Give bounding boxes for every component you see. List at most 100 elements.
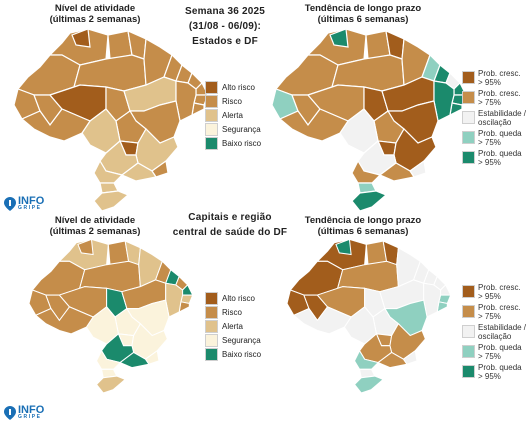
legend-item: Segurança xyxy=(205,122,261,136)
title-line: (últimas 6 semanas) xyxy=(317,226,409,237)
logo-sub: GRIPE xyxy=(18,414,42,420)
logo-sub: GRIPE xyxy=(18,205,42,211)
legend-item: Risco xyxy=(205,305,261,319)
legend-label: Baixo risco xyxy=(222,138,262,148)
legend-label: Prob. cresc. > 75% xyxy=(478,303,521,321)
legend-item: Prob. cresc. > 95% xyxy=(462,69,526,90)
top-activity-map xyxy=(13,28,209,212)
title-line: Tendência de longo prazo xyxy=(304,3,422,14)
bottom-activity-map xyxy=(28,238,194,394)
legend-swatch xyxy=(205,94,218,108)
legend-label: Prob. queda > 75% xyxy=(478,129,522,147)
legend-swatch xyxy=(205,347,218,361)
title-line: (últimas 2 semanas) xyxy=(49,14,141,25)
legend-line: > 95% xyxy=(478,371,501,381)
legend-label: Estabilidade / oscilação xyxy=(478,323,526,341)
legend-label: Segurança xyxy=(222,335,261,345)
legend-item: Alerta xyxy=(205,319,261,333)
legend-line: Prob. cresc. xyxy=(478,303,521,312)
title-line: (últimas 2 semanas) xyxy=(49,226,141,237)
location-pin-icon xyxy=(4,405,16,420)
legend-line: Prob. cresc. xyxy=(478,69,521,78)
legend-swatch xyxy=(462,111,475,124)
legend-item: Prob. cresc. > 75% xyxy=(462,303,526,324)
logo-text: INFO GRIPE xyxy=(18,196,44,211)
logo-name: INFO xyxy=(18,195,45,207)
legend-swatch xyxy=(462,285,475,298)
legend-swatch xyxy=(205,333,218,347)
legend-label: Prob. queda > 95% xyxy=(478,149,522,167)
legend-swatch xyxy=(462,71,475,84)
legend-swatch xyxy=(205,108,218,122)
title-line: Estados e DF xyxy=(192,36,258,47)
logo-text: INFO GRIPE xyxy=(18,405,44,420)
legend-line: Prob. queda xyxy=(478,149,522,158)
legend-item: Prob. cresc. > 95% xyxy=(462,283,526,304)
legend-line: Estabilidade / xyxy=(478,109,527,118)
legend-swatch xyxy=(462,345,475,358)
legend-item: Prob. queda > 75% xyxy=(462,343,526,364)
bottom-trend-title: Tendência de longo prazo (últimas 6 sema… xyxy=(298,215,428,237)
legend-line: Prob. cresc. xyxy=(478,89,521,98)
top-center-title: Semana 36 2025 (31/08 - 06/09): Estados … xyxy=(170,4,280,49)
legend-label: Alerta xyxy=(222,110,243,120)
legend-label: Baixo risco xyxy=(222,349,262,359)
legend-line: > 75% xyxy=(478,97,501,107)
legend-item: Prob. queda > 75% xyxy=(462,129,526,150)
legend-label: Prob. queda > 75% xyxy=(478,343,522,361)
bottom-trend-legend: Prob. cresc. > 95% Prob. cresc. > 75% Esta… xyxy=(462,283,526,384)
legend-swatch xyxy=(205,291,218,305)
legend-swatch xyxy=(205,122,218,136)
top-activity-legend: Alto risco Risco Alerta Segurança Baixo … xyxy=(205,80,261,150)
title-line: Capitais e região xyxy=(188,212,272,223)
legend-item: Prob. cresc. > 75% xyxy=(462,89,526,110)
legend-swatch xyxy=(462,365,475,378)
title-line: Nível de atividade xyxy=(54,215,136,226)
title-line: (últimas 6 semanas) xyxy=(317,14,409,25)
legend-swatch xyxy=(205,136,218,150)
legend-line: > 75% xyxy=(478,311,501,321)
infogripe-logo: INFO GRIPE xyxy=(4,196,44,211)
legend-swatch xyxy=(205,80,218,94)
legend-line: Prob. queda xyxy=(478,129,522,138)
legend-label: Prob. queda > 95% xyxy=(478,363,522,381)
legend-swatch xyxy=(462,91,475,104)
legend-line: Prob. cresc. xyxy=(478,283,521,292)
legend-item: Alto risco xyxy=(205,80,261,94)
legend-item: Alto risco xyxy=(205,291,261,305)
title-line: central de saúde do DF xyxy=(172,227,288,238)
legend-swatch xyxy=(205,319,218,333)
infogripe-logo: INFO GRIPE xyxy=(4,405,44,420)
legend-label: Alerta xyxy=(222,321,243,331)
legend-label: Alto risco xyxy=(222,293,255,303)
bottom-activity-title: Nível de atividade (últimas 2 semanas) xyxy=(40,215,150,237)
legend-label: Estabilidade / oscilação xyxy=(478,109,527,127)
legend-line: > 75% xyxy=(478,351,501,361)
legend-swatch xyxy=(205,305,218,319)
legend-item: Segurança xyxy=(205,333,261,347)
legend-item: Risco xyxy=(205,94,261,108)
legend-swatch xyxy=(462,305,475,318)
legend-label: Prob. cresc. > 95% xyxy=(478,283,521,301)
title-line: Tendência de longo prazo xyxy=(304,215,422,226)
logo-name: INFO xyxy=(18,404,45,416)
top-trend-title: Tendência de longo prazo (últimas 6 sema… xyxy=(298,3,428,25)
legend-item: Estabilidade / oscilação xyxy=(462,109,527,130)
legend-line: oscilação xyxy=(478,331,512,341)
bottom-trend-map xyxy=(286,238,452,394)
legend-label: Risco xyxy=(222,307,243,317)
legend-line: > 95% xyxy=(478,157,501,167)
legend-item: Alerta xyxy=(205,108,261,122)
legend-swatch xyxy=(462,131,475,144)
legend-label: Risco xyxy=(222,96,243,106)
legend-swatch xyxy=(462,325,475,338)
legend-line: Prob. queda xyxy=(478,363,522,372)
title-line: Semana 36 2025 xyxy=(184,6,266,17)
legend-swatch xyxy=(462,151,475,164)
legend-item: Baixo risco xyxy=(205,347,261,361)
legend-label: Prob. cresc. > 95% xyxy=(478,69,521,87)
location-pin-icon xyxy=(4,196,16,211)
legend-line: > 95% xyxy=(478,77,501,87)
bottom-center-title: Capitais e região central de saúde do DF xyxy=(168,210,292,240)
top-trend-map xyxy=(271,28,467,212)
